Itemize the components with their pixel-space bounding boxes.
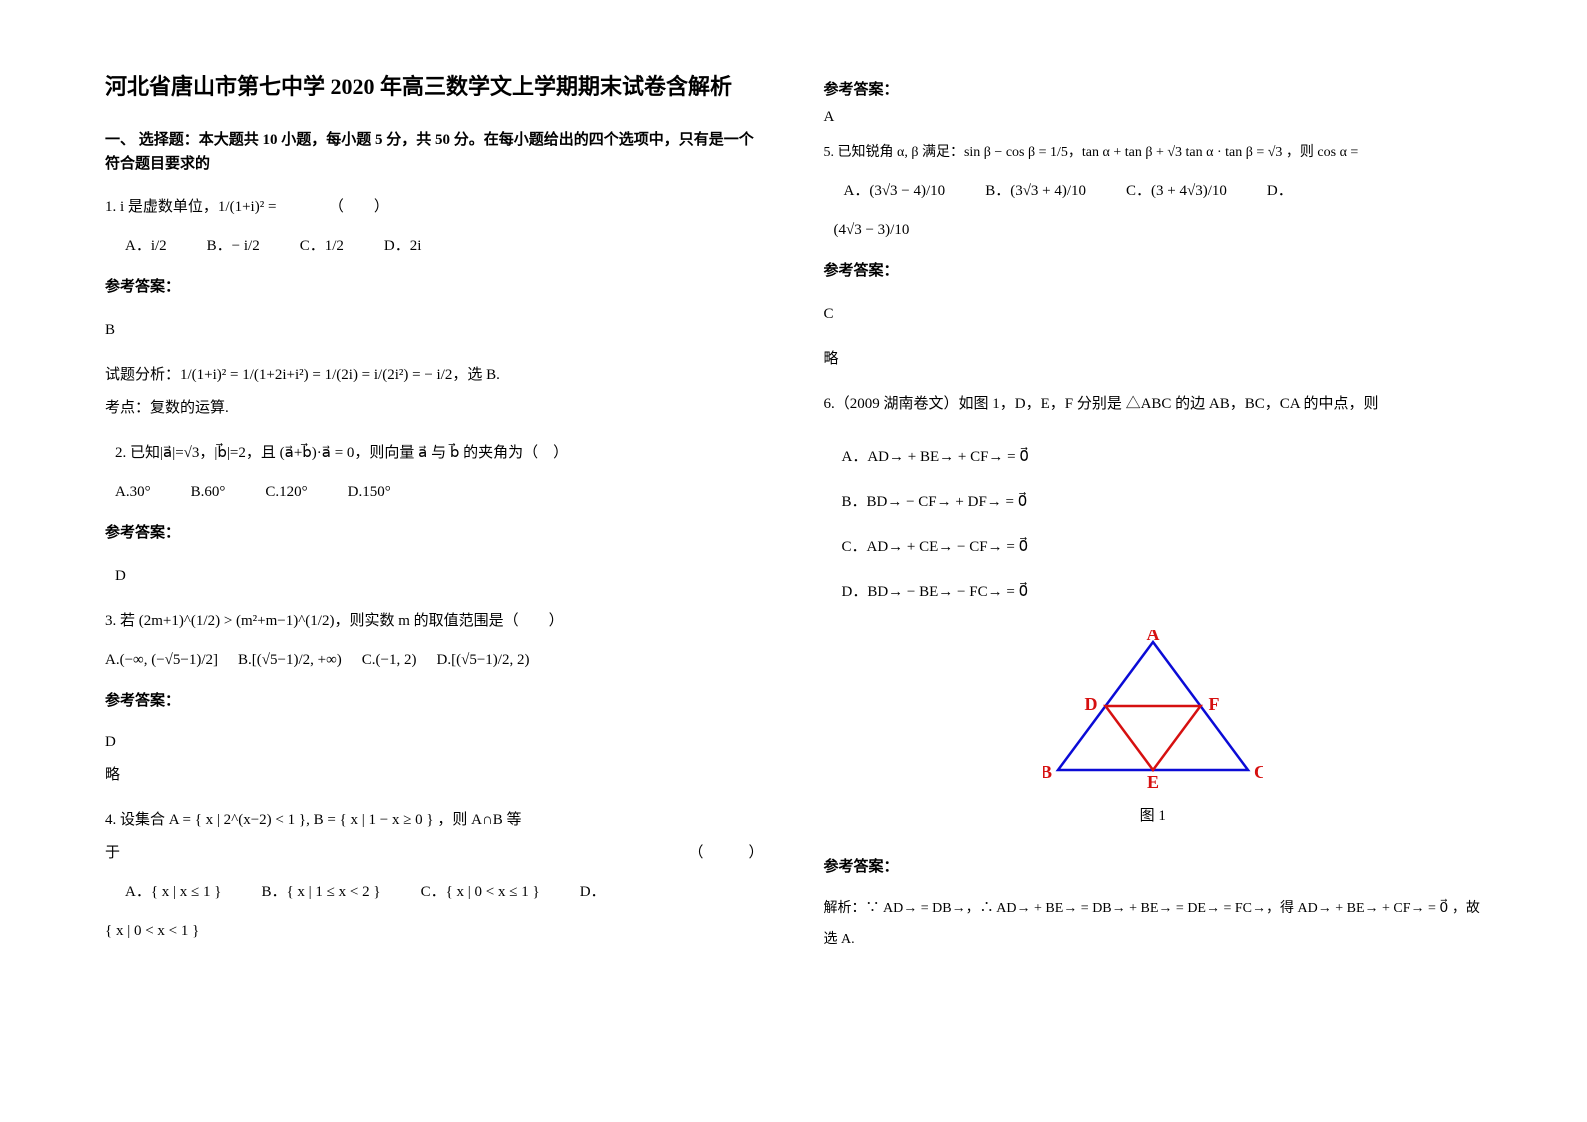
q5-answer: C: [824, 298, 1483, 331]
svg-text:D: D: [1084, 694, 1097, 714]
q6-opt-d: D．BD→ − BE→ − FC→ = 0⃗: [842, 570, 1483, 615]
q4-opt-c: C．{ x | 0 < x ≤ 1 }: [421, 876, 540, 909]
q2-stem: 2. 已知|a⃗|=√3，|b⃗|=2，且 (a⃗+b⃗)·a⃗ = 0，则向量…: [115, 437, 764, 470]
q2-opt-d: D.150°: [348, 476, 391, 509]
q5-opt-c: C．(3 + 4√3)/10: [1126, 175, 1227, 208]
q6-opt-b: B．BD→ − CF→ + DF→ = 0⃗: [842, 480, 1483, 525]
q1-opt-d: D．2i: [384, 230, 422, 263]
q1-opt-b: B．− i/2: [207, 230, 260, 263]
left-column: 河北省唐山市第七中学 2020 年高三数学文上学期期末试卷含解析 一、 选择题：…: [90, 70, 794, 1092]
doc-title: 河北省唐山市第七中学 2020 年高三数学文上学期期末试卷含解析: [105, 70, 764, 103]
q6-stem: 6.（2009 湖南卷文）如图 1，D，E，F 分别是 △ABC 的边 AB，B…: [824, 388, 1483, 421]
svg-text:B: B: [1043, 762, 1052, 782]
q6-opt-c: C．AD→ + CE→ − CF→ = 0⃗: [842, 525, 1483, 570]
q1-answer: B: [105, 314, 764, 347]
q6-opt-a: A．AD→ + BE→ + CF→ = 0⃗: [842, 435, 1483, 480]
question-1: 1. i 是虚数单位，1/(1+i)² = （ ） A．i/2 B．− i/2 …: [105, 191, 764, 425]
q5-options: A．(3√3 − 4)/10 B．(3√3 + 4)/10 C．(3 + 4√3…: [844, 175, 1483, 208]
q1-opt-c: C．1/2: [300, 230, 344, 263]
section-heading: 一、 选择题：本大题共 10 小题，每小题 5 分，共 50 分。在每小题给出的…: [105, 128, 764, 176]
question-4: 4. 设集合 A = { x | 2^(x−2) < 1 }, B = { x …: [105, 804, 764, 948]
q4-answer: A: [824, 109, 1483, 126]
svg-text:C: C: [1254, 762, 1263, 782]
q4-opt-d: D．: [580, 876, 606, 909]
question-6: 6.（2009 湖南卷文）如图 1，D，E，F 分别是 △ABC 的边 AB，B…: [824, 388, 1483, 956]
q3-opt-a: A.(−∞, (−√5−1)/2]: [105, 644, 218, 677]
q3-opt-d: D.[(√5−1)/2, 2): [437, 644, 530, 677]
svg-text:E: E: [1147, 772, 1159, 792]
q1-analysis: 试题分析：1/(1+i)² = 1/(1+2i+i²) = 1/(2i) = i…: [105, 359, 764, 392]
q1-stem: 1. i 是虚数单位，1/(1+i)² = （ ）: [105, 191, 764, 224]
q2-answer-label: 参考答案：: [105, 517, 764, 550]
q2-opt-c: C.120°: [265, 476, 307, 509]
q4-opt-b: B．{ x | 1 ≤ x < 2 }: [261, 876, 380, 909]
q5-opt-d: D．: [1267, 175, 1293, 208]
q2-opt-a: A.30°: [115, 476, 151, 509]
right-column: 参考答案： A 5. 已知锐角 α, β 满足：sin β − cos β = …: [794, 70, 1498, 1092]
q4-opt-a: A．{ x | x ≤ 1 }: [125, 876, 221, 909]
q1-answer-label: 参考答案：: [105, 271, 764, 304]
q2-answer: D: [115, 560, 764, 593]
question-3: 3. 若 (2m+1)^(1/2) > (m²+m−1)^(1/2)，则实数 m…: [105, 605, 764, 792]
q1-topic: 考点：复数的运算.: [105, 392, 764, 425]
question-5: 5. 已知锐角 α, β 满足：sin β − cos β = 1/5，tan …: [824, 138, 1483, 376]
q5-opt-b: B．(3√3 + 4)/10: [985, 175, 1086, 208]
svg-text:F: F: [1208, 694, 1219, 714]
q5-brief: 略: [824, 343, 1483, 376]
q5-answer-label: 参考答案：: [824, 255, 1483, 288]
question-2: 2. 已知|a⃗|=√3，|b⃗|=2，且 (a⃗+b⃗)·a⃗ = 0，则向量…: [105, 437, 764, 593]
q5-opt-a: A．(3√3 − 4)/10: [844, 175, 946, 208]
q6-answer-label: 参考答案：: [824, 851, 1483, 884]
q4-options: A．{ x | x ≤ 1 } B．{ x | 1 ≤ x < 2 } C．{ …: [125, 876, 764, 909]
triangle-figure: A B C D E F: [1043, 630, 1263, 795]
q3-stem: 3. 若 (2m+1)^(1/2) > (m²+m−1)^(1/2)，则实数 m…: [105, 605, 764, 638]
q3-answer: D: [105, 726, 764, 759]
q1-opt-a: A．i/2: [125, 230, 167, 263]
q4-stem-line2: 于 （ ）: [105, 837, 764, 870]
q3-opt-b: B.[(√5−1)/2, +∞): [238, 644, 342, 677]
q4-paren: （ ）: [688, 837, 763, 870]
q4-stem2: 于: [105, 837, 120, 870]
svg-text:A: A: [1146, 630, 1159, 644]
q2-opt-b: B.60°: [191, 476, 226, 509]
q3-options: A.(−∞, (−√5−1)/2] B.[(√5−1)/2, +∞) C.(−1…: [105, 644, 764, 677]
q3-opt-c: C.(−1, 2): [362, 644, 417, 677]
q6-analysis: 解析：∵ AD→ = DB→，∴ AD→ + BE→ = DB→ + BE→ =…: [824, 894, 1483, 956]
q4-answer-label: 参考答案：: [824, 78, 1483, 99]
q1-options: A．i/2 B．− i/2 C．1/2 D．2i: [125, 230, 764, 263]
q5-opt-d-cont: (4√3 − 3)/10: [834, 214, 1483, 247]
q5-stem: 5. 已知锐角 α, β 满足：sin β − cos β = 1/5，tan …: [824, 138, 1483, 169]
figure-caption: 图 1: [824, 800, 1483, 833]
q6-options: A．AD→ + BE→ + CF→ = 0⃗ B．BD→ − CF→ + DF→…: [842, 435, 1483, 615]
q2-options: A.30° B.60° C.120° D.150°: [115, 476, 764, 509]
q3-answer-label: 参考答案：: [105, 685, 764, 718]
q4-opt-d-cont: { x | 0 < x < 1 }: [105, 915, 764, 948]
q3-brief: 略: [105, 759, 764, 792]
q4-stem: 4. 设集合 A = { x | 2^(x−2) < 1 }, B = { x …: [105, 804, 764, 837]
